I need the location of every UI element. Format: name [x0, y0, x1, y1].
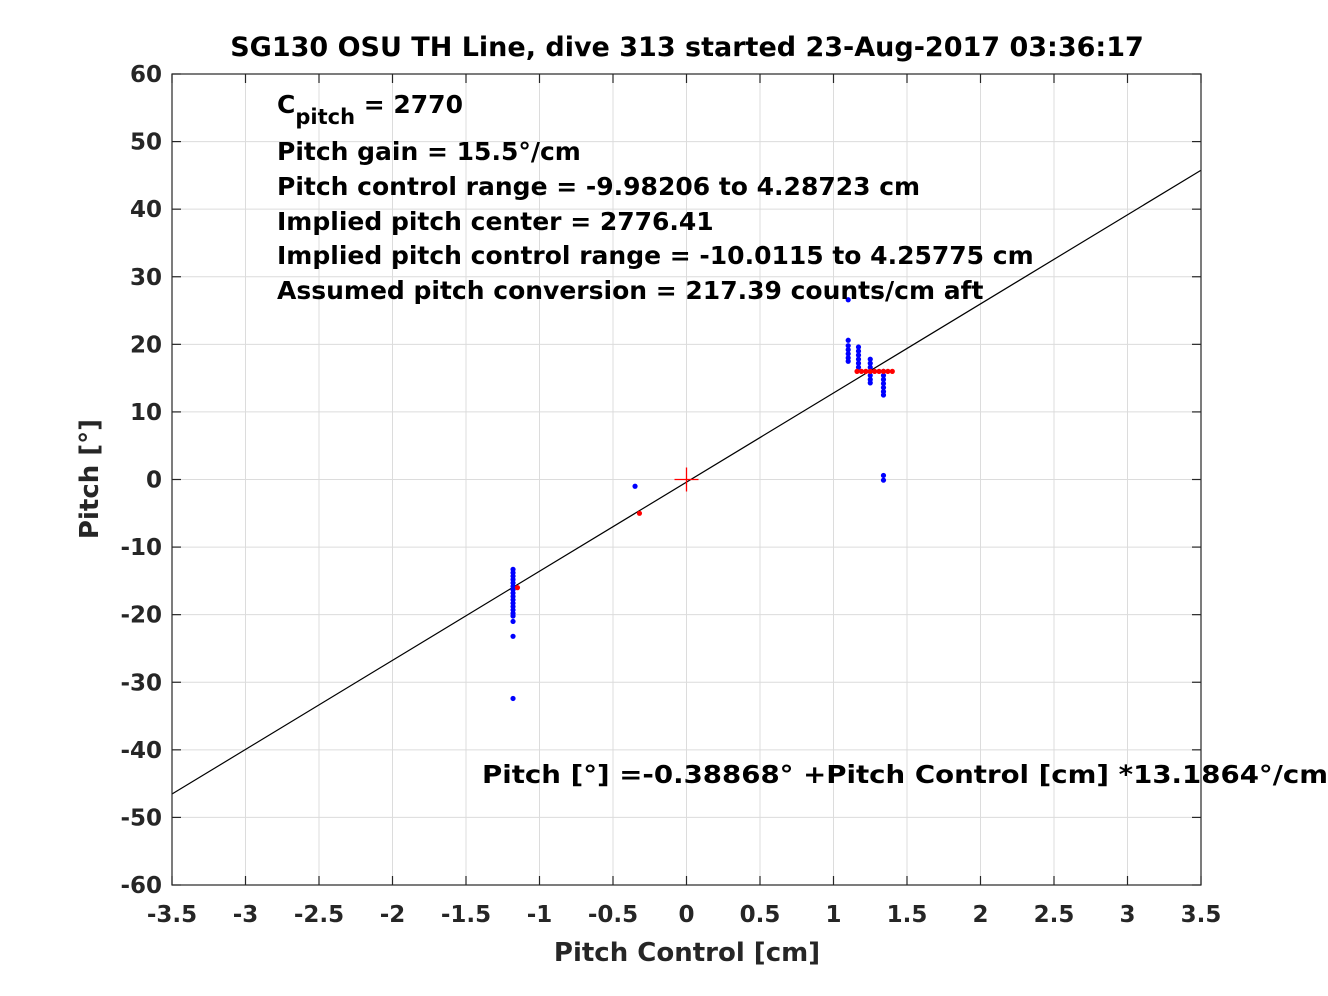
x-tick-label: 3.5 — [1181, 902, 1222, 928]
x-axis-label: Pitch Control [cm] — [554, 938, 820, 968]
data-point — [872, 368, 878, 374]
data-points — [510, 297, 895, 702]
x-tick-label: -1 — [527, 902, 553, 928]
data-point — [845, 347, 851, 353]
data-point — [855, 356, 862, 362]
c-pitch-prefix: C — [277, 90, 295, 119]
x-tick-label: 3 — [1119, 902, 1135, 928]
data-point — [845, 297, 851, 303]
data-point — [632, 483, 638, 489]
x-tick-label: 2 — [972, 902, 988, 928]
data-point — [863, 368, 869, 374]
data-point — [845, 358, 851, 364]
data-point — [514, 585, 521, 591]
x-tick-label: -0.5 — [588, 902, 638, 928]
y-tick-label: 50 — [130, 130, 162, 156]
y-tick-label: -20 — [120, 603, 162, 629]
data-point — [880, 372, 887, 379]
data-point — [510, 695, 516, 702]
pitch-control-range-annotation: Pitch control range = -9.98206 to 4.2872… — [277, 172, 920, 201]
c-pitch-value: = 2770 — [355, 90, 463, 119]
y-tick-label: 0 — [146, 468, 162, 494]
pitch-gain-annotation: Pitch gain = 15.5°/cm — [277, 137, 581, 166]
data-point — [855, 348, 862, 354]
y-axis-label: Pitch [°] — [75, 419, 105, 539]
y-tick-labels: -60 -50 -40 -30 -20 -10 0 10 20 30 40 50 60 — [120, 62, 162, 899]
data-point — [867, 380, 873, 386]
pitch-conversion-annotation: Assumed pitch conversion = 217.39 counts… — [277, 276, 983, 305]
data-point — [889, 368, 895, 374]
x-tick-label: 0.5 — [740, 902, 781, 928]
data-point — [880, 376, 887, 383]
y-tick-label: -60 — [120, 873, 162, 899]
data-point — [845, 351, 851, 357]
fit-equation-annotation: Pitch [°] =-0.38868° +Pitch Control [cm]… — [482, 760, 1328, 789]
data-point — [867, 372, 873, 379]
x-tick-label: 2.5 — [1034, 902, 1075, 928]
x-tick-label: 1.5 — [887, 902, 928, 928]
grid-lines — [171, 73, 1202, 886]
data-point — [855, 364, 862, 370]
pitch-center-marker — [674, 467, 699, 492]
data-point — [867, 356, 873, 362]
y-tick-label: 10 — [130, 400, 162, 426]
y-tick-label: 40 — [130, 197, 162, 223]
y-tick-label: 30 — [130, 265, 162, 291]
data-point — [880, 368, 887, 374]
data-point — [880, 472, 887, 479]
data-point — [854, 368, 860, 374]
data-point — [510, 618, 516, 625]
data-point — [636, 510, 643, 516]
x-tick-label: 1 — [825, 902, 841, 928]
data-point — [876, 368, 882, 374]
c-pitch-annotation: Cpitch = 2770 — [277, 90, 463, 129]
y-tick-label: -10 — [120, 535, 162, 561]
tick-marks — [171, 73, 1202, 886]
data-point — [867, 364, 873, 370]
data-point — [845, 343, 851, 349]
series-0 — [510, 297, 887, 702]
implied-control-range-annotation: Implied pitch control range = -10.0115 t… — [277, 241, 1034, 270]
series-1 — [514, 368, 895, 591]
y-tick-label: -50 — [120, 805, 162, 831]
y-tick-label: 20 — [130, 332, 162, 358]
data-point — [880, 392, 887, 398]
data-point — [858, 368, 865, 374]
data-point — [510, 633, 516, 639]
x-tick-label: -2.5 — [294, 902, 344, 928]
c-pitch-subscript: pitch — [295, 105, 355, 129]
data-point — [845, 337, 851, 343]
data-point — [510, 613, 516, 619]
data-point — [867, 368, 873, 374]
data-point — [880, 384, 887, 391]
y-tick-label: 60 — [130, 62, 162, 88]
data-point — [867, 360, 873, 366]
implied-pitch-center-annotation: Implied pitch center = 2776.41 — [277, 207, 714, 236]
x-tick-label: 0 — [678, 902, 694, 928]
data-point — [855, 352, 862, 358]
x-tick-label: -2 — [380, 902, 406, 928]
data-point — [855, 344, 862, 350]
chart-title: SG130 OSU TH Line, dive 313 started 23-A… — [230, 32, 1144, 63]
data-point — [885, 368, 891, 374]
x-tick-label: -3 — [233, 902, 259, 928]
x-tick-label: -3.5 — [147, 902, 197, 928]
y-tick-label: -40 — [120, 738, 162, 764]
x-tick-labels: -3.5 -3 -2.5 -2 -1.5 -1 -0.5 0 0.5 1 1.5 2 2.5 3 3.5 — [147, 902, 1222, 928]
data-point — [880, 477, 887, 483]
y-tick-label: -30 — [120, 670, 162, 696]
x-tick-label: -1.5 — [441, 902, 491, 928]
data-point — [880, 380, 887, 387]
data-point — [855, 360, 862, 366]
